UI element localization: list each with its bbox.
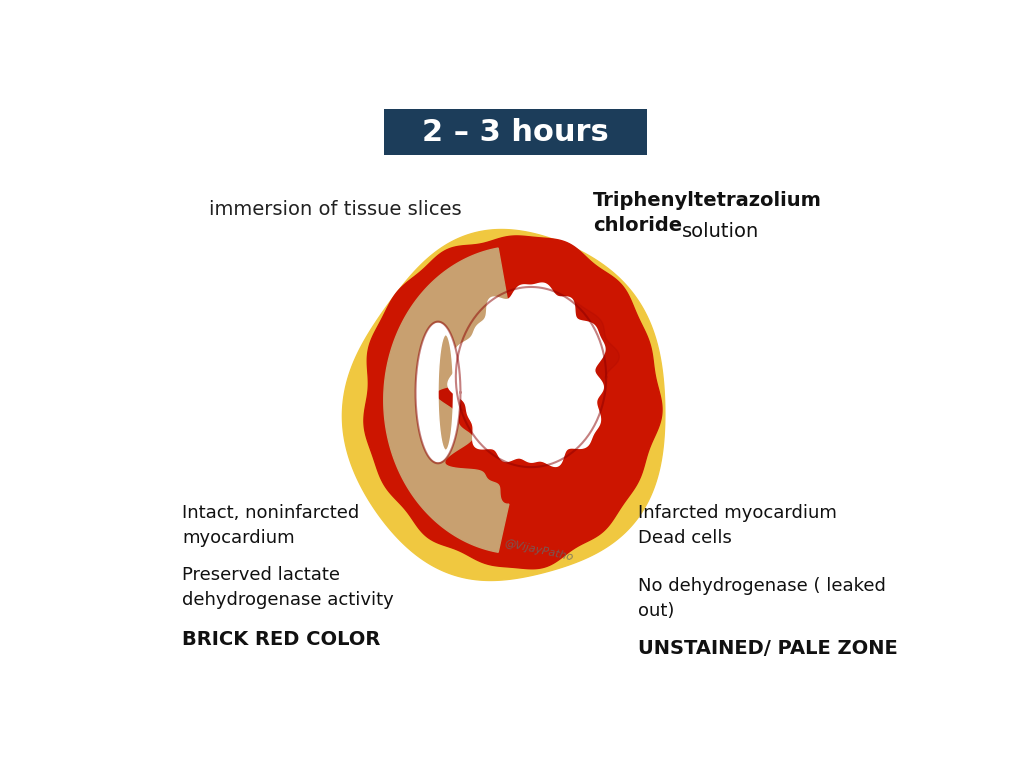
Text: BRICK RED COLOR: BRICK RED COLOR — [182, 630, 381, 649]
Text: immersion of tissue slices: immersion of tissue slices — [209, 200, 462, 219]
Polygon shape — [364, 236, 662, 569]
Polygon shape — [384, 248, 515, 552]
Polygon shape — [400, 290, 620, 419]
Text: Preserved lactate
dehydrogenase activity: Preserved lactate dehydrogenase activity — [182, 566, 394, 609]
Text: Infarcted myocardium
Dead cells: Infarcted myocardium Dead cells — [638, 504, 837, 547]
Text: No dehydrogenase ( leaked
out): No dehydrogenase ( leaked out) — [638, 578, 886, 621]
Polygon shape — [417, 323, 460, 462]
Text: 2 – 3 hours: 2 – 3 hours — [422, 118, 609, 147]
Text: UNSTAINED/ PALE ZONE: UNSTAINED/ PALE ZONE — [638, 639, 898, 658]
FancyBboxPatch shape — [384, 109, 647, 155]
Text: Intact, noninfarcted
myocardium: Intact, noninfarcted myocardium — [182, 504, 359, 547]
Text: Triphenyltetrazolium
chloride: Triphenyltetrazolium chloride — [593, 190, 822, 235]
Text: @VijayPatho: @VijayPatho — [504, 538, 574, 562]
Polygon shape — [342, 230, 665, 581]
Text: solution: solution — [682, 221, 760, 240]
Polygon shape — [447, 283, 605, 466]
